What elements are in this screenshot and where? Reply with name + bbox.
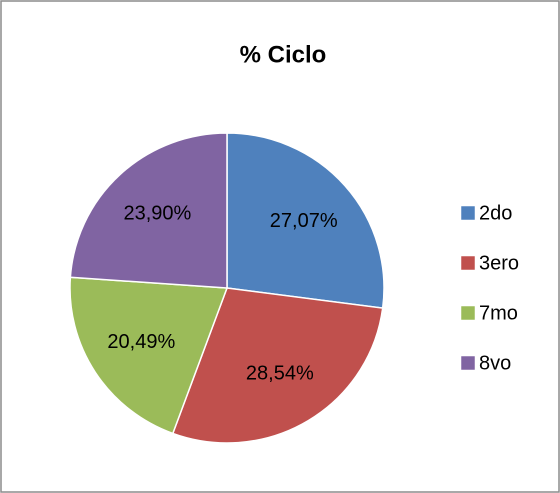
data-label: 20,49% (107, 331, 175, 353)
pie-slice (69, 132, 228, 289)
legend-swatch (460, 205, 476, 221)
data-label: 23,90% (123, 203, 191, 225)
data-label: 27,07% (270, 210, 338, 232)
legend-label: 8vo (479, 352, 511, 374)
pie-slice (171, 287, 384, 444)
legend-label: 3ero (479, 252, 519, 274)
pie-slice (69, 276, 229, 435)
legend-label: 7mo (479, 302, 518, 324)
data-label: 28,54% (246, 362, 314, 384)
legend-swatch (460, 305, 476, 321)
chart-title: % Ciclo (240, 41, 327, 68)
legend-label: 2do (479, 202, 512, 224)
pie-slice (226, 132, 385, 309)
legend-swatch (460, 355, 476, 371)
legend-swatch (460, 255, 476, 271)
